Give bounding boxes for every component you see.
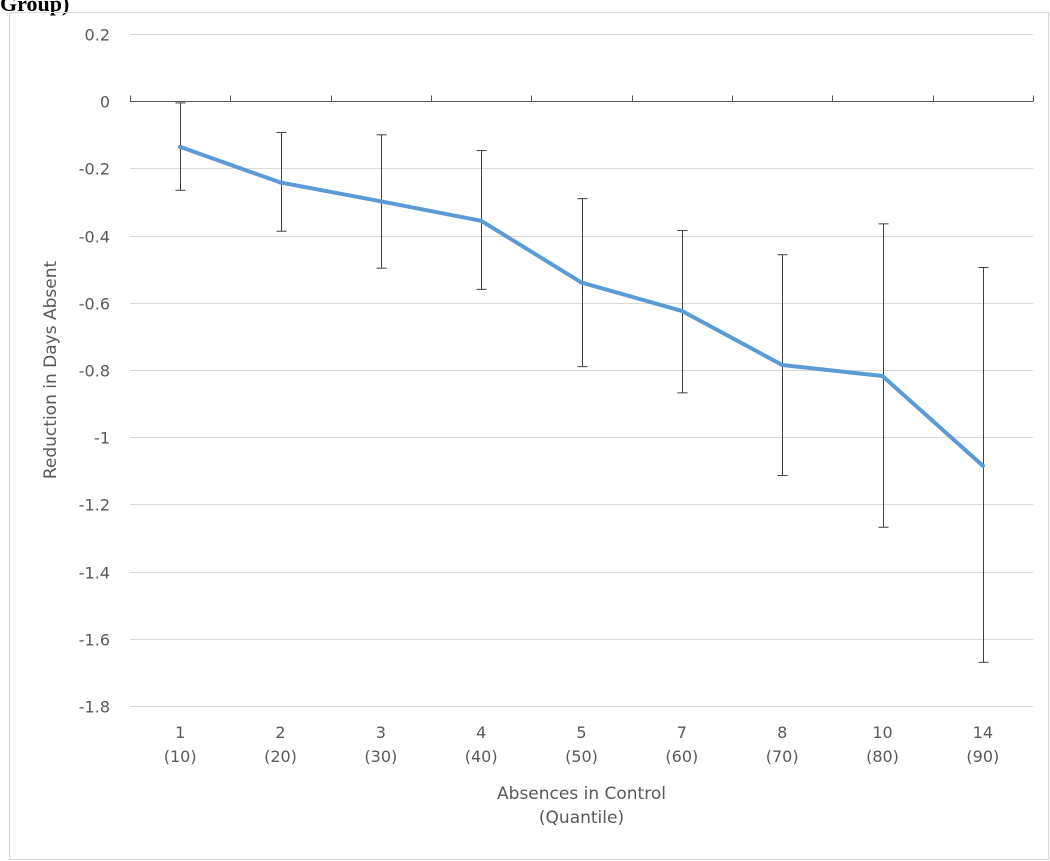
data-point <box>479 218 484 223</box>
y-axis-ticks: 0.2 0 -0.2 -0.4 -0.6 -0.8 -1 -1.2 -1.4 -1.6 -1.8 <box>79 26 110 717</box>
y-tick-label: -1 <box>94 429 110 448</box>
x-tick-label: 1 <box>175 723 185 742</box>
data-point <box>178 144 183 149</box>
y-tick-label: -1.4 <box>79 564 110 583</box>
x-tick-sublabel: (50) <box>565 747 598 766</box>
y-tick-label: -0.8 <box>79 362 110 381</box>
x-tick-sublabel: (80) <box>866 747 899 766</box>
x-tick-label: 7 <box>677 723 687 742</box>
x-tick-label: 14 <box>973 723 993 742</box>
data-point <box>679 308 684 313</box>
x-tick-label: 8 <box>777 723 787 742</box>
x-axis-ticks: 1 (10) 2 (20) 3 (30) 4 (40) 5 (50) 7 (60) 8 (70) 10 (80… <box>164 723 1000 766</box>
gridlines <box>130 34 1033 707</box>
y-tick-label: -1.2 <box>79 496 110 515</box>
data-point <box>780 362 785 367</box>
y-axis-title: Reduction in Days Absent <box>41 261 61 480</box>
series-line <box>178 144 985 468</box>
x-tick-sublabel: (70) <box>766 747 799 766</box>
data-point <box>980 463 985 468</box>
y-tick-label: -0.2 <box>79 160 110 179</box>
y-tick-label: -0.6 <box>79 295 110 314</box>
x-tick-label: 5 <box>576 723 586 742</box>
data-point <box>579 280 584 285</box>
x-tick-sublabel: (10) <box>164 747 197 766</box>
x-tick-label: 4 <box>476 723 486 742</box>
x-tick-sublabel: (60) <box>665 747 698 766</box>
series-line-group <box>178 144 985 468</box>
data-point <box>278 180 283 185</box>
y-tick-label: -1.6 <box>79 631 110 650</box>
data-point <box>378 199 383 204</box>
chart-border <box>9 12 1049 860</box>
x-tick-label: 2 <box>275 723 285 742</box>
x-tick-sublabel: (90) <box>966 747 999 766</box>
y-tick-label: 0.2 <box>85 26 110 45</box>
x-tick-sublabel: (40) <box>465 747 498 766</box>
y-tick-label: -1.8 <box>79 698 110 717</box>
x-axis-title: Absences in Control <box>497 784 666 804</box>
x-tick-label: 10 <box>872 723 892 742</box>
x-axis-subtitle: (Quantile) <box>539 808 624 828</box>
x-tick-sublabel: (20) <box>264 747 297 766</box>
data-point <box>880 374 885 379</box>
y-tick-label: 0 <box>100 93 110 112</box>
x-axis <box>130 95 1034 102</box>
x-tick-sublabel: (30) <box>364 747 397 766</box>
y-tick-label: -0.4 <box>79 228 110 247</box>
x-tick-label: 3 <box>376 723 386 742</box>
